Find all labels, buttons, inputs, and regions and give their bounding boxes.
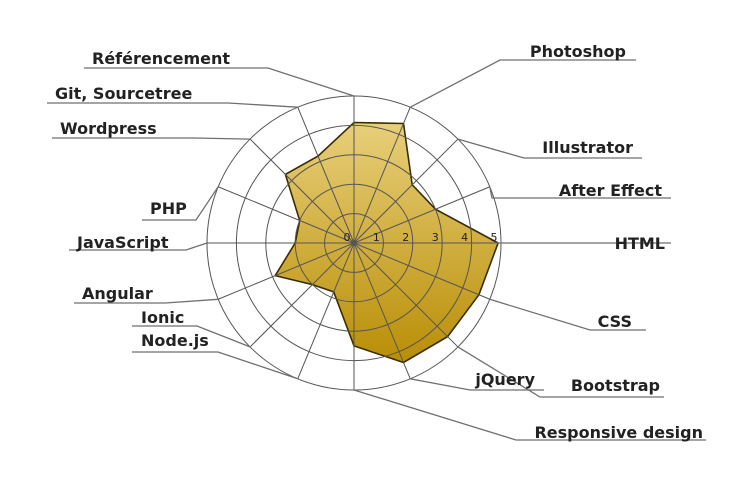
leader-line-wordpress — [52, 137, 251, 140]
leader-line-php — [142, 186, 219, 221]
radial-tick-label: 5 — [491, 231, 498, 244]
axis-label-wordpress: Wordpress — [60, 119, 157, 138]
leader-line-bootstrap — [457, 346, 664, 398]
grid-spoke — [297, 106, 355, 244]
leader-line-photoshop — [409, 59, 636, 108]
axis-label-php: PHP — [150, 199, 187, 218]
axis-label-html: HTML — [615, 234, 665, 253]
radial-tick-label: 1 — [373, 231, 380, 244]
leader-line-javascript — [69, 242, 208, 251]
grid-spoke — [353, 138, 459, 244]
leader-line-responsive-design — [353, 389, 706, 441]
axis-label-jquery: jQuery — [474, 370, 535, 389]
grid-spoke — [353, 186, 491, 244]
axis-label-javascript: JavaScript — [76, 233, 169, 252]
leader-line-angular — [74, 298, 219, 304]
grid-spoke — [353, 242, 459, 348]
axis-label-ionic: Ionic — [141, 308, 184, 327]
grid-spoke — [217, 242, 355, 300]
axis-label-git-sourcetree: Git, Sourcetree — [55, 84, 192, 103]
axis-label-responsive-design: Responsive design — [534, 423, 703, 442]
radial-tick-label: 0 — [344, 231, 351, 244]
axis-label-photoshop: Photoshop — [530, 42, 626, 61]
leader-line-referencement — [84, 67, 355, 97]
axis-label-bootstrap: Bootstrap — [571, 376, 660, 395]
grid-spoke — [249, 138, 355, 244]
grid-spoke — [353, 106, 411, 244]
leader-line-css — [489, 298, 646, 331]
leader-line-node-js — [132, 351, 298, 380]
leader-line-illustrator — [457, 138, 642, 159]
axis-label-after-effect: After Effect — [559, 181, 663, 200]
grid-spoke — [297, 242, 355, 380]
axis-label-referencement: Référencement — [92, 49, 230, 68]
radial-tick-label: 4 — [461, 231, 468, 244]
leader-line-ionic — [132, 325, 251, 348]
leader-line-after-effect — [489, 186, 671, 199]
grid-spoke — [249, 242, 355, 348]
axis-label-illustrator: Illustrator — [542, 138, 633, 157]
axis-label-node-js: Node.js — [141, 331, 209, 350]
leader-line-jquery — [410, 378, 544, 391]
grid-spoke — [353, 242, 491, 300]
grid-spoke — [353, 242, 411, 380]
axis-label-css: CSS — [598, 312, 632, 331]
axis-label-angular: Angular — [82, 284, 153, 303]
radial-tick-label: 2 — [402, 231, 409, 244]
radial-tick-label: 3 — [432, 231, 439, 244]
leader-line-git-sourcetree — [47, 102, 298, 108]
grid-spoke — [217, 186, 355, 244]
